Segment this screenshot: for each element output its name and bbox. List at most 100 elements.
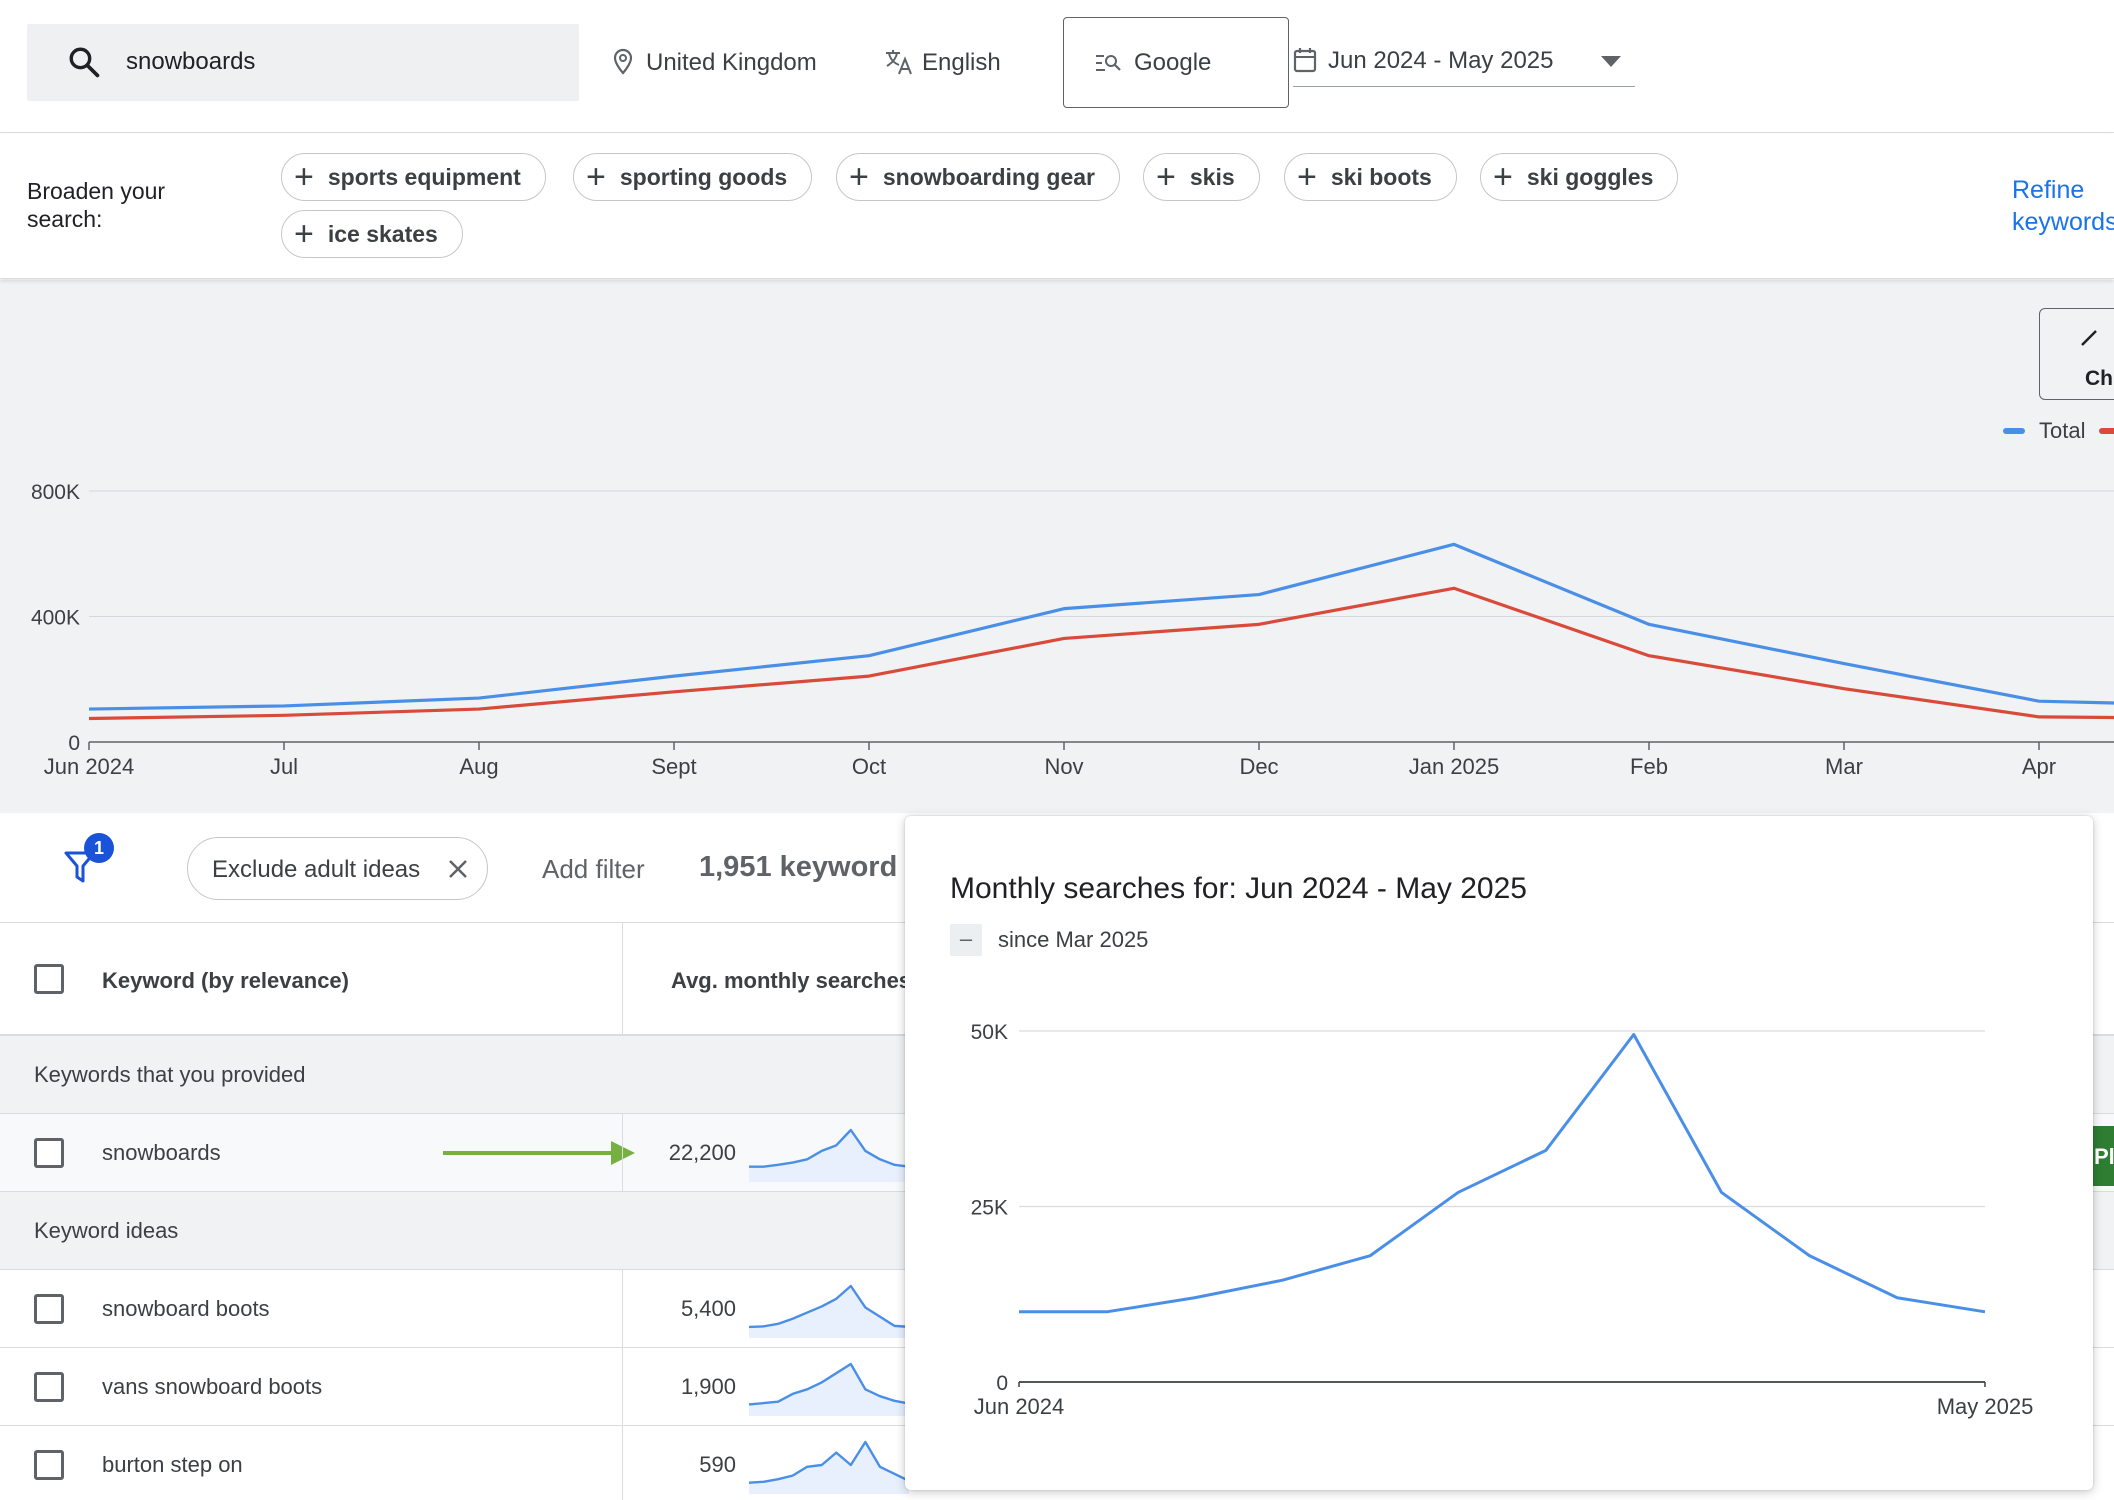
date-range-selector[interactable]: Jun 2024 - May 2025 [1293,30,1635,87]
network-label: Google [1134,49,1212,76]
popup-y-tick-label: 50K [971,1021,1008,1044]
popup-monthly-chart: 0 25K 50K Jun 2024 May 2025 [971,1021,2034,1419]
x-tick-label: Jun 2024 [44,754,135,779]
series-line-second [88,586,2114,721]
x-tick-label: Feb [1630,754,1668,779]
row-checkbox[interactable] [34,1294,64,1324]
chip-label: sports equipment [327,163,521,190]
date-range-label: Jun 2024 - May 2025 [1328,47,1554,74]
refine-keywords-link[interactable]: Refine keywords [2012,176,2114,236]
avg-monthly-searches: 590 [699,1452,736,1477]
x-tick-label: Sept [651,754,696,779]
sparkline-area [749,1286,909,1338]
x-tick-label: Oct [852,754,886,779]
sparkline-area [749,1364,909,1416]
avg-monthly-searches: 5,400 [680,1296,736,1321]
sparkline-line [749,1440,909,1484]
sparkline-line [749,1128,909,1168]
legend-total-label: Total [2039,418,2086,443]
monthly-searches-popup: Monthly searches for: Jun 2024 - May 202… [905,816,2093,1490]
series-line-total [88,542,2114,711]
plus-icon: + [294,158,314,196]
chip-label: skis [1189,163,1235,190]
popup-y-tick-label: 0 [996,1372,1008,1395]
row-checkbox[interactable] [34,1450,64,1480]
avg-monthly-searches: 22,200 [668,1140,736,1165]
trend-chart-area: 0 400K 800K Jun 2024 Jul Aug Sept Oct Nov Dec Jan … [0,280,2114,813]
keyword-text: snowboards [102,1140,221,1165]
popup-since-label: since Mar 2025 [998,927,1149,952]
group-label-ideas: Keyword ideas [34,1218,179,1243]
trend-icon [2081,330,2097,346]
row-checkbox[interactable] [34,1138,64,1168]
trend-sparkline [749,1128,909,1182]
x-tick-label: Jul [270,754,298,779]
top-bar: snowboards United Kingdom English Google [0,0,2114,133]
x-tick-label: Nov [1044,754,1083,779]
trend-sparkline [749,1362,909,1416]
arrow-annotation-icon [443,1141,635,1165]
x-tick-label: Dec [1239,754,1278,779]
popup-x-tick-label: Jun 2024 [974,1394,1065,1419]
y-tick-label: 800K [31,481,80,504]
popup-series-line [1019,1033,1986,1314]
trend-sparkline [749,1440,909,1494]
legend-swatch-second [2099,428,2114,434]
chip-label: snowboarding gear [882,163,1095,190]
select-all-checkbox[interactable] [34,964,64,994]
plus-icon: + [1493,158,1513,196]
keyword-text: burton step on [102,1452,243,1477]
close-icon[interactable] [448,859,468,879]
plus-icon: + [849,158,869,196]
keyword-text: vans snowboard boots [102,1374,323,1399]
broaden-label: Broaden your search: [27,178,166,232]
location-pin-icon [613,48,633,75]
x-tick-label: Mar [1825,754,1863,779]
exclude-adult-ideas-chip[interactable]: Exclude adult ideas [187,837,488,900]
x-tick-label: Apr [2022,754,2056,779]
chart-options-label: Ch [2085,367,2113,390]
plus-icon: + [586,158,606,196]
column-header-avg-monthly-searches[interactable]: Avg. monthly searches [671,968,912,993]
chip-label: sporting goods [619,163,788,190]
location-label: United Kingdom [646,49,817,76]
search-value: snowboards [126,48,256,75]
popup-title: Monthly searches for: Jun 2024 - May 202… [950,872,1527,905]
broaden-chip-ice-skates[interactable]: + ice skates [281,210,463,258]
plus-icon: + [1156,158,1176,196]
chip-label: ski goggles [1526,163,1654,190]
column-divider [622,1114,623,1192]
search-input[interactable]: snowboards [27,24,579,101]
sparkline-area [749,1442,909,1494]
y-tick-label: 400K [31,607,80,630]
keyword-text: snowboard boots [102,1296,270,1321]
chip-label: ice skates [327,220,438,247]
language-label: English [922,49,1001,76]
broaden-chip-sports-equipment[interactable]: + sports equipment [281,153,546,201]
broaden-chip-snowboarding-gear[interactable]: + snowboarding gear [836,153,1120,201]
chart-legend: Total [2003,418,2114,444]
network-selector[interactable]: Google [1063,17,1289,108]
search-network-icon [1096,55,1121,71]
broaden-chip-sporting-goods[interactable]: + sporting goods [573,153,813,201]
broaden-search-bar: Broaden your search: + sports equipment +… [0,134,2114,279]
collapse-toggle-button[interactable]: – [950,924,982,956]
popup-x-tick-label: May 2025 [1937,1394,2034,1419]
keyword-count: 1,951 keyword [699,851,898,883]
broaden-chip-skis[interactable]: + skis [1143,153,1260,201]
dropdown-arrow-icon [1601,56,1621,67]
chart-options-button[interactable]: Ch [2039,308,2114,400]
legend-swatch-total [2003,428,2025,434]
broaden-chip-ski-boots[interactable]: + ski boots [1284,153,1457,201]
sparkline-line [749,1284,909,1329]
broaden-chip-ski-goggles[interactable]: + ski goggles [1480,153,1679,201]
row-checkbox[interactable] [34,1372,64,1402]
add-filter-button[interactable]: Add filter [542,854,645,884]
calendar-icon [1293,48,1317,73]
x-tick-label: Aug [459,754,498,779]
exclude-chip-label: Exclude adult ideas [212,856,421,883]
plus-icon: + [1297,158,1317,196]
column-divider [622,923,623,1036]
column-header-keyword[interactable]: Keyword (by relevance) [102,968,349,993]
group-label-provided: Keywords that you provided [34,1062,306,1087]
